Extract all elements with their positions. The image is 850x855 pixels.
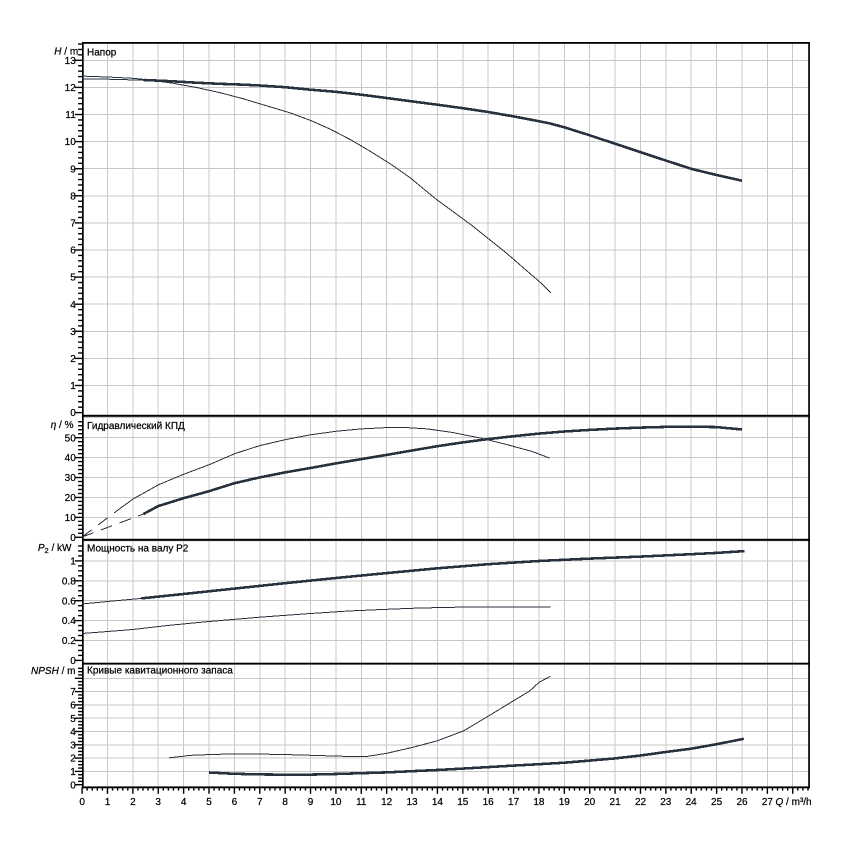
svg-text:18: 18 xyxy=(533,797,545,808)
svg-text:0: 0 xyxy=(70,408,76,419)
svg-text:3: 3 xyxy=(70,740,76,751)
svg-text:13: 13 xyxy=(406,797,418,808)
svg-text:26: 26 xyxy=(736,797,748,808)
svg-text:50: 50 xyxy=(65,433,77,444)
svg-text:Кривые кавитационного запаса: Кривые кавитационного запаса xyxy=(87,666,233,677)
svg-text:1: 1 xyxy=(70,767,76,778)
svg-text:3: 3 xyxy=(155,797,161,808)
svg-text:5: 5 xyxy=(70,714,76,725)
svg-text:23: 23 xyxy=(660,797,672,808)
svg-text:2: 2 xyxy=(70,354,76,365)
svg-text:19: 19 xyxy=(559,797,571,808)
svg-text:Напор: Напор xyxy=(87,48,117,59)
svg-text:10: 10 xyxy=(330,797,342,808)
svg-text:2: 2 xyxy=(70,754,76,765)
svg-text:H / m: H / m xyxy=(54,46,78,57)
svg-text:4: 4 xyxy=(181,797,187,808)
svg-text:4: 4 xyxy=(70,300,76,311)
svg-text:16: 16 xyxy=(483,797,495,808)
svg-text:0: 0 xyxy=(70,780,76,791)
svg-text:0.6: 0.6 xyxy=(62,596,76,607)
svg-text:1: 1 xyxy=(70,557,76,568)
svg-text:Q / m³/h: Q / m³/h xyxy=(776,797,812,808)
svg-text:0.4: 0.4 xyxy=(62,616,76,627)
svg-text:27: 27 xyxy=(762,797,774,808)
svg-text:6: 6 xyxy=(232,797,238,808)
svg-text:10: 10 xyxy=(65,137,77,148)
svg-text:11: 11 xyxy=(65,110,76,121)
svg-text:0.8: 0.8 xyxy=(62,576,76,587)
svg-text:12: 12 xyxy=(65,83,77,94)
svg-text:20: 20 xyxy=(584,797,596,808)
svg-text:24: 24 xyxy=(686,797,698,808)
svg-text:2: 2 xyxy=(130,797,136,808)
svg-text:8: 8 xyxy=(282,797,288,808)
svg-text:0: 0 xyxy=(79,797,85,808)
svg-text:0: 0 xyxy=(70,533,76,544)
svg-text:7: 7 xyxy=(70,687,76,698)
svg-text:0: 0 xyxy=(70,656,76,667)
svg-text:25: 25 xyxy=(711,797,723,808)
svg-text:Гидравлический КПД: Гидравлический КПД xyxy=(87,421,185,432)
svg-text:15: 15 xyxy=(457,797,469,808)
svg-text:21: 21 xyxy=(610,797,622,808)
svg-text:0.2: 0.2 xyxy=(62,636,76,647)
svg-text:1: 1 xyxy=(70,381,76,392)
svg-text:3: 3 xyxy=(70,327,76,338)
svg-text:30: 30 xyxy=(65,473,77,484)
svg-text:6: 6 xyxy=(70,701,76,712)
svg-text:7: 7 xyxy=(257,797,263,808)
svg-text:20: 20 xyxy=(65,493,77,504)
svg-text:22: 22 xyxy=(635,797,647,808)
svg-text:4: 4 xyxy=(70,727,76,738)
svg-text:40: 40 xyxy=(65,453,77,464)
svg-text:P2 / kW: P2 / kW xyxy=(38,543,72,555)
svg-text:6: 6 xyxy=(70,246,76,257)
svg-text:13: 13 xyxy=(65,56,77,67)
svg-text:17: 17 xyxy=(508,797,520,808)
svg-text:9: 9 xyxy=(70,164,76,175)
svg-text:η / %: η / % xyxy=(51,420,74,431)
svg-text:8: 8 xyxy=(70,191,76,202)
svg-text:7: 7 xyxy=(70,219,76,230)
svg-text:10: 10 xyxy=(65,513,77,524)
svg-text:12: 12 xyxy=(381,797,393,808)
svg-text:Мощность на валу P2: Мощность на валу P2 xyxy=(87,544,189,555)
svg-text:9: 9 xyxy=(308,797,314,808)
svg-text:1: 1 xyxy=(105,797,111,808)
svg-text:5: 5 xyxy=(206,797,212,808)
svg-text:NPSH / m: NPSH / m xyxy=(31,666,75,677)
svg-text:5: 5 xyxy=(70,273,76,284)
svg-text:11: 11 xyxy=(356,797,367,808)
svg-text:14: 14 xyxy=(432,797,444,808)
